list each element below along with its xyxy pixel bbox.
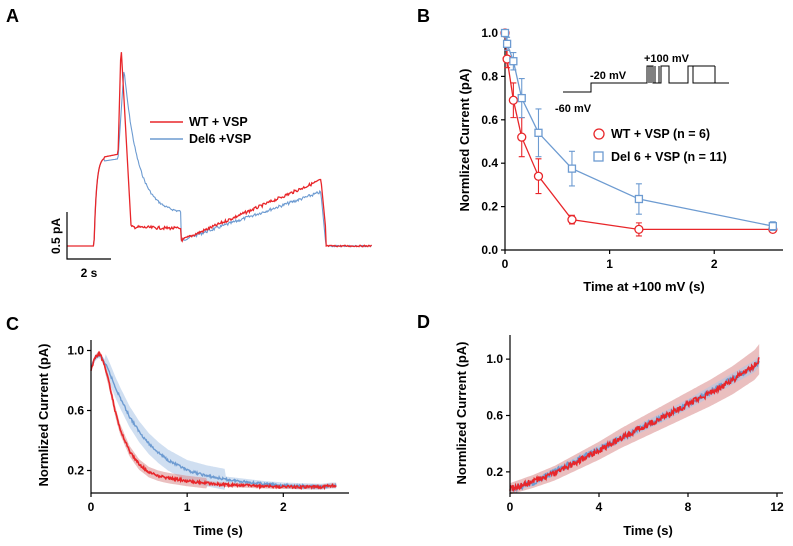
panel-b-y-tick-label: 1.0 [481, 26, 498, 40]
panel-b-data-point [509, 57, 518, 66]
panel-b-x-axis-label: Time at +100 mV (s) [583, 279, 705, 294]
panel-b-legend-wt-marker [593, 128, 605, 140]
panel-a-legend-wt-label: WT + VSP [189, 115, 248, 129]
panel-a-scale-y-label: 0.5 pA [49, 218, 63, 254]
panel-c-x-tick-label: 1 [184, 500, 191, 514]
panel-b-x-tick-label: 2 [711, 257, 718, 271]
panel-d-x-axis-label: Time (s) [623, 523, 673, 538]
panel-d-x-tick-label: 8 [685, 500, 692, 514]
panel-c-x-tick-label: 0 [88, 500, 95, 514]
panel-b-legend: WT + VSP (n = 6) Del 6 + VSP (n = 11) [593, 127, 727, 164]
panel-b-y-axis-label: Normlized Current (pA) [457, 69, 472, 212]
panel-b-y-tick-label: 0.2 [481, 200, 498, 214]
panel-b-data-point [768, 221, 777, 231]
panel-a-wt-trace [67, 52, 372, 248]
panel-d-x-tick-label: 4 [596, 500, 603, 514]
panel-c-sem-band [91, 352, 337, 490]
panel-b-protocol-pulses [648, 65, 716, 83]
panel-label-c: C [6, 314, 19, 334]
panel-c-x-axis-label: Time (s) [193, 523, 243, 538]
panel-b-data-point [508, 95, 519, 105]
panel-b-x-tick-label: 0 [502, 257, 509, 271]
panel-b-protocol-inset [563, 65, 729, 93]
panel-b-data-point [634, 194, 644, 204]
panel-b-legend-wt-label: WT + VSP (n = 6) [611, 127, 710, 141]
panel-c-y-tick-label: 0.2 [67, 464, 84, 478]
panel-a-legend-del6-label: Del6 +VSP [189, 132, 251, 146]
panel-c-x-tick-label: 2 [280, 500, 287, 514]
panel-label-b: B [417, 6, 430, 26]
panel-a-del6-trace [67, 71, 372, 248]
panel-d-y-axis-label: Normlized Current (pA) [454, 342, 469, 485]
panel-c-series-line [90, 350, 337, 491]
panel-c-y-axis-label: Normlized Current (pA) [36, 344, 51, 487]
panel-b-series-line [504, 32, 773, 231]
panel-b-data-point [500, 28, 510, 38]
panel-c-y-tick-label: 0.6 [67, 404, 84, 418]
panel-b-data-point [567, 214, 577, 225]
panel-d-x-tick-label: 12 [770, 500, 784, 514]
panel-c-chart: 0.2 0.6 1.0 0 1 2 Normlized Current (pA) Tim… [36, 340, 349, 538]
panel-b-y-tick-label: 0.6 [481, 113, 498, 127]
panel-b-legend-del6-label: Del 6 + VSP (n = 11) [611, 150, 727, 164]
panel-a-scale-x-label: 2 s [81, 266, 98, 280]
panel-b-x-tick-label: 1 [606, 257, 613, 271]
panel-d-y-tick-label: 1.0 [486, 352, 503, 366]
panel-b-inset-label-20mv: -20 mV [590, 70, 627, 82]
panel-b-data-point [567, 164, 577, 173]
panel-b-data-point [517, 132, 527, 142]
panel-c-y-tick-label: 1.0 [67, 344, 84, 358]
panel-d-sem-band [510, 344, 760, 495]
panel-b-data-point [634, 224, 644, 235]
panel-a-traces: WT + VSP Del6 +VSP 0.5 pA 2 s [49, 52, 372, 280]
panel-label-d: D [417, 312, 430, 332]
panel-b-chart: 0.0 0.2 0.4 0.6 0.8 1.0 0 1 2 Normlized Current… [457, 26, 783, 294]
panel-d-y-tick-label: 0.2 [486, 465, 503, 479]
panel-b-data-point [534, 128, 543, 137]
panel-a-scale-bar [66, 212, 111, 260]
panel-b-inset-label-60mv: -60 mV [555, 103, 592, 115]
panel-b-data-point [517, 93, 526, 103]
panel-b-data-point [502, 39, 512, 48]
panel-label-a: A [6, 6, 19, 26]
panel-b-data-point [533, 171, 544, 181]
panel-b-legend-del6-marker [593, 151, 604, 162]
panel-d-y-tick-label: 0.6 [486, 409, 503, 423]
panel-b-y-tick-label: 0.8 [481, 69, 498, 83]
panel-d-chart: 0.2 0.6 1.0 0 4 8 12 Normlized Current (pA) T… [454, 335, 784, 538]
panel-b-y-tick-label: 0.4 [481, 156, 498, 170]
panel-b-y-tick-label: 0.0 [481, 243, 498, 257]
panel-d-x-tick-label: 0 [507, 500, 514, 514]
panel-b-inset-label-100mv: +100 mV [644, 53, 690, 65]
panel-d-series-line [509, 356, 760, 493]
